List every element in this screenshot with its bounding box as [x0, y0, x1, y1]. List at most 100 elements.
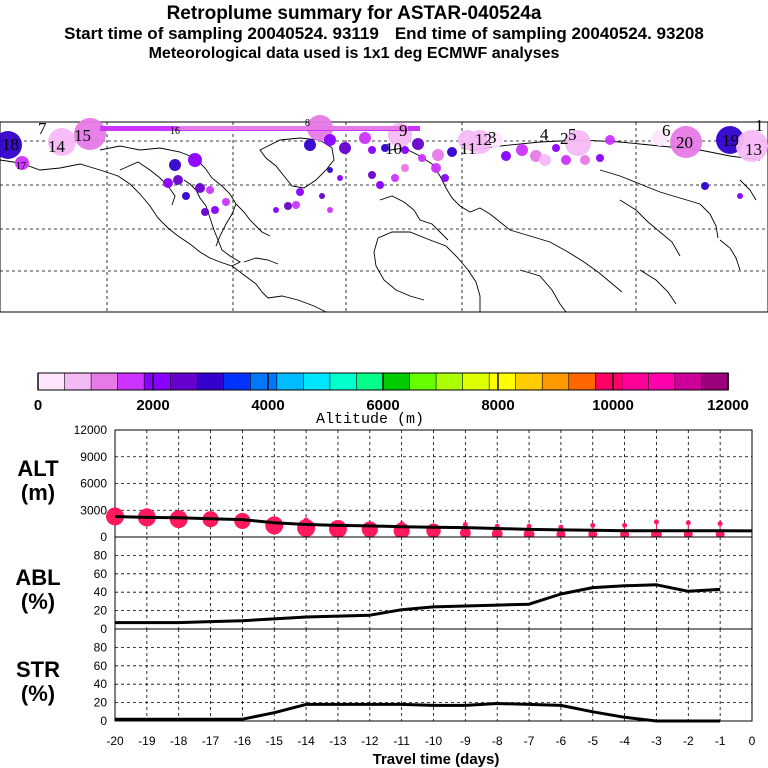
plume-marker — [0, 131, 22, 159]
plume-marker — [319, 193, 325, 199]
plume-marker — [195, 183, 205, 193]
plume-marker — [516, 144, 528, 156]
panel-unit: (%) — [21, 681, 55, 706]
y-tick-label: 20 — [94, 696, 108, 710]
plume-marker — [605, 135, 615, 145]
start-time-label: Start time of sampling 20040524. 93119 — [64, 24, 379, 43]
colorbar-axis-label: Altitude (m) — [316, 411, 424, 428]
chart-title: Retroplume summary for ASTAR-040524a — [166, 3, 542, 24]
plume-label: 3 — [488, 128, 497, 147]
y-tick-label: 0 — [100, 714, 107, 728]
plume-marker — [468, 130, 492, 154]
plume-marker — [339, 142, 351, 154]
y-tick-label: 12000 — [74, 423, 108, 437]
y-tick-label: 60 — [94, 567, 108, 581]
series-line — [114, 515, 753, 533]
alt-max-marker — [590, 522, 596, 528]
plume-marker — [368, 146, 376, 154]
plume-marker — [201, 208, 209, 216]
x-tick-label: 0 — [749, 734, 756, 748]
plume-marker — [337, 175, 343, 181]
plume-marker — [182, 192, 190, 200]
plume-marker — [596, 154, 604, 162]
colorbar-swatch — [196, 372, 225, 391]
colorbar-swatch — [435, 372, 464, 391]
x-tick-label: -13 — [329, 734, 347, 748]
colorbar-swatch — [462, 372, 490, 391]
plume-label: 15 — [74, 126, 91, 145]
colorbar-swatch — [595, 372, 623, 391]
plume-markers — [0, 115, 768, 216]
end-time-label: End time of sampling 20040524. 93208 — [394, 24, 704, 43]
plume-label: 6 — [662, 121, 671, 140]
panel-str: 80 60 40 20 0 STR(%) — [16, 628, 753, 728]
panel-abl: 80 60 40 20 0 ABL(%) — [15, 536, 753, 636]
alt-point — [297, 519, 316, 538]
plume-marker — [273, 207, 279, 213]
x-tick-label: -8 — [492, 734, 503, 748]
plume-marker — [327, 207, 333, 213]
plume-label: 2 — [560, 129, 569, 148]
y-tick-label: 0 — [100, 530, 107, 544]
plume-marker — [487, 132, 503, 148]
colorbar-swatch — [329, 372, 358, 391]
alt-point — [361, 521, 378, 538]
plume-label: 9 — [399, 121, 408, 140]
panel-alt: 12000 9000 6000 3000 0 ALT(m) — [17, 423, 753, 544]
plume-marker — [74, 118, 106, 150]
plume-label: 18 — [2, 135, 19, 154]
y-tick-label: 80 — [94, 548, 108, 562]
plume-marker — [432, 149, 444, 161]
plume-marker — [530, 150, 542, 162]
colorbar-swatch — [250, 372, 278, 391]
colorbar-tick-label: 4000 — [251, 397, 284, 414]
colorbar-swatch — [276, 372, 305, 391]
x-tick-label: -9 — [460, 734, 471, 748]
colorbar-swatch — [648, 372, 676, 391]
alt-max-marker — [526, 523, 532, 529]
plume-label: 11 — [460, 139, 476, 158]
plume-marker — [401, 164, 409, 172]
colorbar-tick-label: 0 — [34, 397, 42, 414]
x-tick-label: -15 — [266, 734, 284, 748]
plume-label: 8 — [305, 118, 310, 129]
plume-marker — [670, 126, 702, 158]
colorbar-swatch — [64, 372, 92, 391]
plume-marker — [304, 139, 316, 151]
colorbar-swatch — [674, 372, 703, 391]
plume-marker — [580, 155, 590, 165]
x-tick-label: -20 — [106, 734, 124, 748]
met-data-label: Meteorological data used is 1x1 deg ECMW… — [148, 45, 560, 62]
plume-marker — [368, 171, 376, 179]
colorbar-swatch — [356, 372, 384, 391]
x-tick-label: -14 — [297, 734, 315, 748]
plume-marker — [173, 175, 183, 185]
plume-marker — [401, 146, 409, 154]
panel-label: ALT — [17, 456, 59, 481]
alt-max-marker — [462, 522, 468, 528]
plume-marker — [376, 181, 384, 189]
x-tick-label: -10 — [425, 734, 443, 748]
y-tick-label: 60 — [94, 659, 108, 673]
alt-max-marker — [622, 522, 628, 528]
plume-marker — [539, 154, 551, 166]
plume-marker — [292, 201, 300, 209]
y-tick-label: 3000 — [80, 503, 107, 517]
colorbar-tick-label: 2000 — [136, 397, 169, 414]
alt-point — [459, 527, 471, 539]
panel-label: STR — [16, 657, 60, 682]
colorbar-swatch — [170, 372, 199, 391]
plume-marker — [701, 182, 709, 190]
plume-marker — [163, 178, 173, 188]
plume-label: 4 — [540, 125, 549, 144]
plume-marker — [15, 156, 29, 170]
x-tick-label: -1 — [715, 734, 726, 748]
colorbar-swatch — [303, 372, 331, 391]
colorbar: 0 2000 4000 6000 8000 10000 12000 Altitude (m) — [34, 372, 749, 428]
x-tick-label: -17 — [202, 734, 220, 748]
plume-marker — [561, 155, 571, 165]
plume-marker — [222, 198, 230, 206]
plume-marker — [441, 174, 449, 182]
plume-label: 20 — [676, 133, 693, 152]
